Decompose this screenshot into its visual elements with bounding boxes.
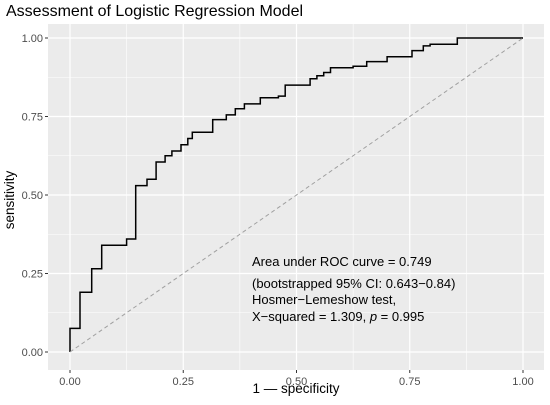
- x-tick-label: 0.50: [286, 376, 307, 388]
- annotation-block: Area under ROC curve = 0.749 (bootstrapp…: [252, 254, 455, 324]
- annotation-hl-suffix: = 0.995: [377, 309, 424, 324]
- y-tick-label: 0.00: [22, 347, 43, 359]
- chart-title: Assessment of Logistic Regression Model: [6, 3, 303, 20]
- y-tick-label: 0.25: [22, 269, 43, 281]
- series-layer: [69, 37, 524, 353]
- ticks-layer: 0.00 0.25 0.50 0.75 1.00 0.00 0.25 0.50 0.75 1.00: [22, 33, 534, 388]
- x-tick-label: 0.00: [59, 376, 80, 388]
- annotation-hl-prefix: X−squared = 1.309,: [252, 309, 370, 324]
- x-tick-label: 1.00: [512, 376, 533, 388]
- annotation-hl-p: p: [369, 309, 377, 324]
- y-axis-label: sensitivity: [2, 170, 17, 229]
- annotation-hl-title: Hosmer−Lemeshow test,: [252, 292, 396, 307]
- roc-curve-line: [69, 37, 523, 352]
- x-tick-label: 0.75: [399, 376, 420, 388]
- annotation-hl-result: X−squared = 1.309, p = 0.995: [252, 309, 424, 324]
- x-axis-label: 1 — specificity: [252, 381, 339, 396]
- y-tick-label: 0.50: [22, 190, 43, 202]
- grid-layer: [48, 24, 544, 370]
- reference-diagonal-line: [69, 37, 524, 353]
- y-tick-label: 1.00: [22, 33, 43, 45]
- annotation-ci: (bootstrapped 95% CI: 0.643−0.84): [252, 276, 455, 291]
- x-tick-label: 0.25: [173, 376, 194, 388]
- annotation-auc: Area under ROC curve = 0.749: [252, 254, 432, 269]
- y-tick-label: 0.75: [22, 112, 43, 124]
